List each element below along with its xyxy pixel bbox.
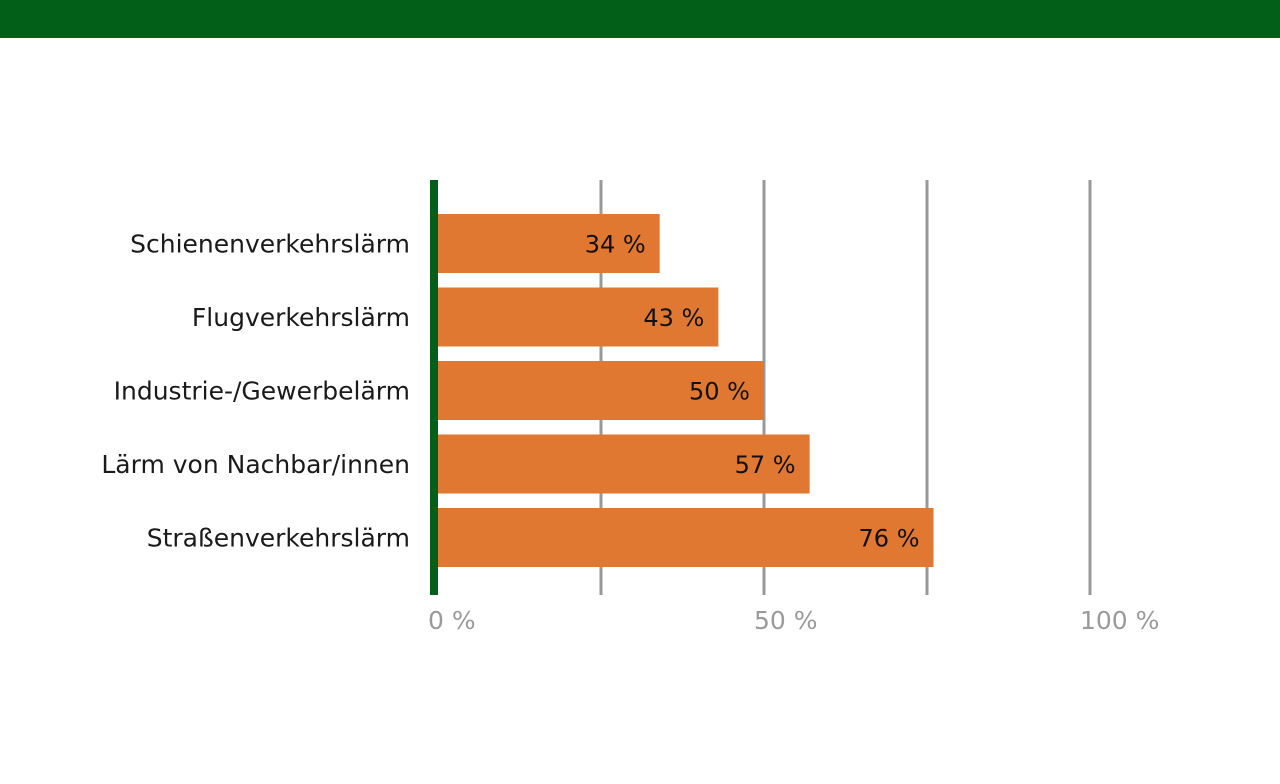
bar-value-label: 57 % — [735, 451, 796, 479]
category-label: Industrie-/Gewerbelärm — [114, 377, 410, 406]
bar — [438, 361, 764, 420]
category-labels: Schienenverkehrslärm Flugverkehrslärm Indu… — [101, 230, 410, 553]
x-tick-label: 50 % — [754, 606, 818, 635]
category-label: Flugverkehrslärm — [192, 303, 410, 332]
bar-value-label: 43 % — [643, 304, 704, 332]
bar — [438, 508, 934, 567]
bar-value-label: 34 % — [585, 231, 646, 259]
bar — [438, 214, 660, 273]
x-tick-label: 100 % — [1080, 606, 1159, 635]
bar-value-label: 50 % — [689, 378, 750, 406]
category-label: Straßenverkehrslärm — [147, 524, 410, 553]
category-label: Schienenverkehrslärm — [130, 230, 410, 259]
header-band — [0, 0, 1280, 38]
y-axis-line — [430, 180, 438, 595]
bar — [438, 434, 810, 494]
bars: 34 % 43 % 50 % 57 % 76 % — [438, 214, 934, 567]
x-tick-label: 0 % — [428, 606, 476, 635]
x-axis-ticks: 0 % 50 % 100 % — [428, 606, 1159, 635]
bar-value-label: 76 % — [859, 525, 920, 553]
category-label: Lärm von Nachbar/innen — [101, 450, 410, 479]
y-axis — [430, 180, 438, 595]
bar — [438, 287, 719, 347]
